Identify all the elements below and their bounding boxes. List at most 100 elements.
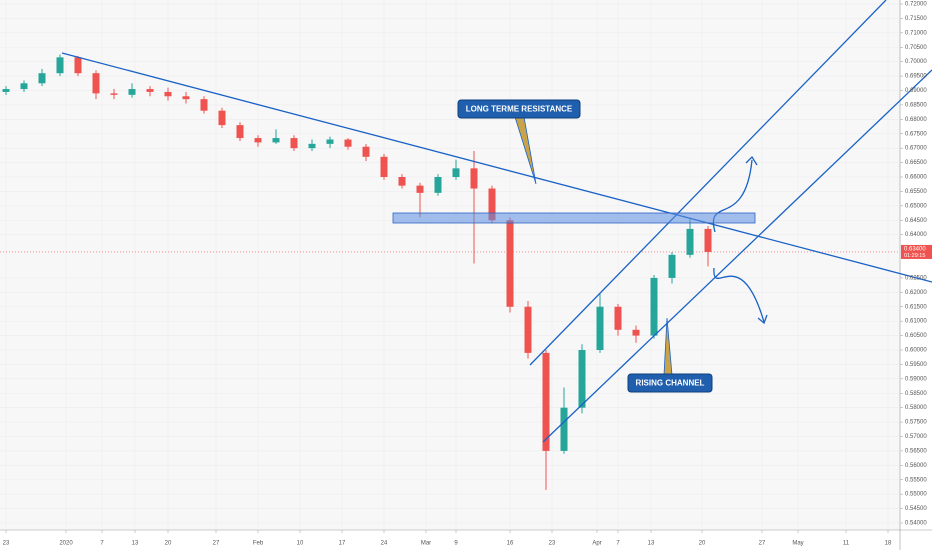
x-tick-label: 23 (3, 541, 10, 547)
candle-body (452, 168, 460, 177)
candle-body (254, 138, 262, 143)
candle-body (272, 138, 280, 143)
candle-body (470, 168, 478, 189)
candles (0, 54, 900, 490)
last-price-label: 0.63400 (904, 247, 926, 253)
y-tick-label: 0.65500 (905, 189, 927, 195)
y-tick-label: 0.64000 (905, 232, 927, 238)
x-tick-label: 7 (616, 541, 620, 547)
candle-body (326, 139, 334, 144)
candle-body (398, 177, 406, 186)
candle-body (308, 143, 316, 149)
candle-body (488, 188, 496, 221)
candle-body (560, 407, 568, 451)
y-tick-label: 0.57000 (905, 434, 927, 440)
candle-body (110, 93, 118, 95)
x-tick-label: 13 (648, 541, 655, 547)
candle-body (614, 306, 622, 330)
y-tick-label: 0.60000 (905, 348, 927, 354)
y-tick-label: 0.68000 (905, 117, 927, 123)
x-tick-label: 27 (759, 541, 766, 547)
x-tick-label: 24 (381, 541, 388, 547)
y-tick-label: 0.54500 (905, 506, 927, 512)
candle-body (596, 306, 604, 350)
candle-body (434, 177, 442, 193)
x-tick-label: 16 (507, 541, 514, 547)
callout-box (627, 373, 713, 393)
y-tick-label: 0.62500 (905, 275, 927, 281)
x-tick-label: 18 (885, 541, 892, 547)
x-tick-label: 10 (297, 541, 304, 547)
x-tick-label: Mar (421, 541, 431, 547)
candle-body (578, 350, 586, 408)
y-tick-label: 0.70500 (905, 45, 927, 51)
x-tick-label: Apr (592, 541, 601, 547)
channel-lower (542, 69, 932, 443)
y-tick-label: 0.72000 (905, 2, 927, 8)
last-price-box (901, 244, 932, 259)
candle-body (2, 89, 10, 92)
candle-body (182, 96, 190, 100)
candle-body (542, 352, 550, 451)
candle-body (74, 57, 82, 74)
y-tick-label: 0.56000 (905, 463, 927, 469)
x-tick-label: 7 (100, 541, 104, 547)
candle-body (38, 73, 46, 84)
candle-body (290, 138, 298, 149)
y-tick-label: 0.69000 (905, 88, 927, 94)
candle-body (650, 277, 658, 336)
channel-upper (529, 0, 887, 366)
resistance-line (61, 52, 932, 283)
candle-body (362, 146, 370, 157)
y-tick-label: 0.61000 (905, 319, 927, 325)
countdown: 01:29:15 (904, 253, 925, 259)
candle-body (668, 254, 676, 278)
x-tick-label: May (792, 541, 803, 547)
candle-body (218, 110, 226, 126)
candle-body (146, 89, 154, 92)
y-tick-label: 0.61500 (905, 304, 927, 310)
x-tick-label: 20 (165, 541, 172, 547)
candle-body (56, 57, 64, 74)
candle-body (704, 228, 712, 252)
grid (0, 0, 900, 530)
candle-body (344, 139, 352, 147)
x-tick-label: 9 (454, 541, 458, 547)
y-tick-label: 0.69500 (905, 74, 927, 80)
y-tick-label: 0.59500 (905, 362, 927, 368)
y-tick-label: 0.58000 (905, 405, 927, 411)
annotation: RISING CHANNEL (636, 379, 705, 388)
candle-body (506, 220, 514, 307)
x-tick-label: 11 (843, 541, 850, 547)
annotation: LONG TERME RESISTANCE (466, 105, 573, 114)
y-tick-label: 0.64500 (905, 218, 927, 224)
x-tick-label: 23 (549, 541, 556, 547)
y-tick-label: 0.56500 (905, 448, 927, 454)
y-tick-label: 0.70000 (905, 59, 927, 65)
candle-body (128, 89, 136, 95)
candle-body (632, 329, 640, 336)
y-tick-label: 0.67000 (905, 146, 927, 152)
y-tick-label: 0.68500 (905, 102, 927, 108)
x-tick-label: Feb (253, 541, 264, 547)
arrow-down-head (757, 314, 768, 325)
arrow-up-head (745, 155, 758, 166)
x-tick-label: 17 (339, 541, 346, 547)
axes: 0.72000 0.71500 0.71000 0.70500 0.70000 0.695… (3, 2, 932, 547)
arrow-down (713, 267, 765, 323)
callout-box (457, 99, 581, 119)
x-tick-label: 27 (213, 541, 220, 547)
candle-body (236, 125, 244, 139)
candle-body (200, 99, 208, 111)
y-tick-label: 0.54000 (905, 521, 927, 527)
x-tick-label: 13 (132, 541, 139, 547)
support-zone (392, 212, 756, 224)
y-tick-label: 0.60500 (905, 333, 927, 339)
y-tick-label: 0.71500 (905, 16, 927, 22)
y-tick-label: 0.66500 (905, 160, 927, 166)
y-tick-label: 0.55500 (905, 477, 927, 483)
y-tick-label: 0.55000 (905, 492, 927, 498)
x-tick-label: 2020 (59, 541, 73, 547)
y-tick-label: 0.58500 (905, 391, 927, 397)
